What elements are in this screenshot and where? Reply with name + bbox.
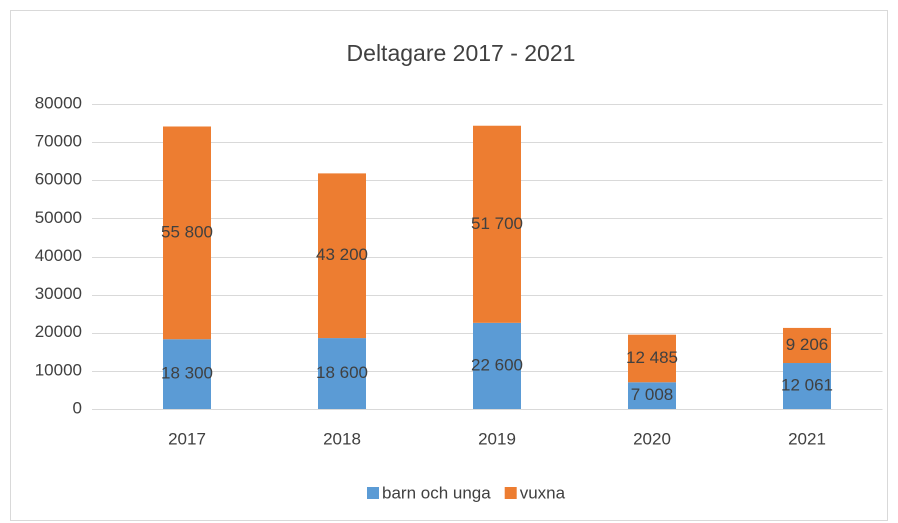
data-label: 9 206 (786, 335, 829, 354)
bar-segment (318, 338, 366, 409)
y-tick-label: 0 (73, 398, 82, 417)
data-label: 43 200 (316, 245, 368, 264)
chart-border (10, 10, 888, 521)
legend-swatch (504, 487, 517, 499)
y-tick-label: 20000 (35, 322, 82, 341)
x-tick-label: 2019 (478, 429, 516, 448)
data-label: 7 008 (631, 385, 674, 404)
legend-swatch (367, 487, 379, 499)
data-label: 55 800 (161, 222, 213, 241)
data-label: 12 061 (781, 375, 833, 394)
bar-segment (473, 322, 521, 409)
bar-segment (783, 363, 831, 409)
x-tick-label: 2021 (788, 429, 826, 448)
data-label: 12 485 (626, 348, 678, 367)
data-label: 22 600 (471, 355, 523, 374)
bar-segment (783, 327, 831, 364)
bar-segment (318, 173, 366, 339)
data-label: 18 300 (161, 364, 213, 383)
bar-segment (163, 126, 211, 340)
chart-title: Deltagare 2017 - 2021 (347, 40, 576, 66)
y-tick-label: 40000 (35, 246, 82, 265)
y-tick-label: 70000 (35, 132, 82, 151)
bar-segment (473, 125, 521, 323)
data-label: 51 700 (471, 214, 523, 233)
x-tick-label: 2018 (323, 429, 361, 448)
y-tick-label: 10000 (35, 360, 82, 379)
bar-segment (628, 334, 676, 383)
y-tick-label: 30000 (35, 284, 82, 303)
y-tick-label: 50000 (35, 208, 82, 227)
legend-label: barn och unga (382, 483, 491, 502)
bar-segment (163, 339, 211, 409)
data-label: 18 600 (316, 363, 368, 382)
x-tick-label: 2020 (633, 429, 671, 448)
y-tick-label: 60000 (35, 170, 82, 189)
y-tick-label: 80000 (35, 93, 82, 112)
x-tick-label: 2017 (168, 429, 206, 448)
bar-segment (628, 382, 676, 409)
legend-label: vuxna (520, 483, 566, 502)
